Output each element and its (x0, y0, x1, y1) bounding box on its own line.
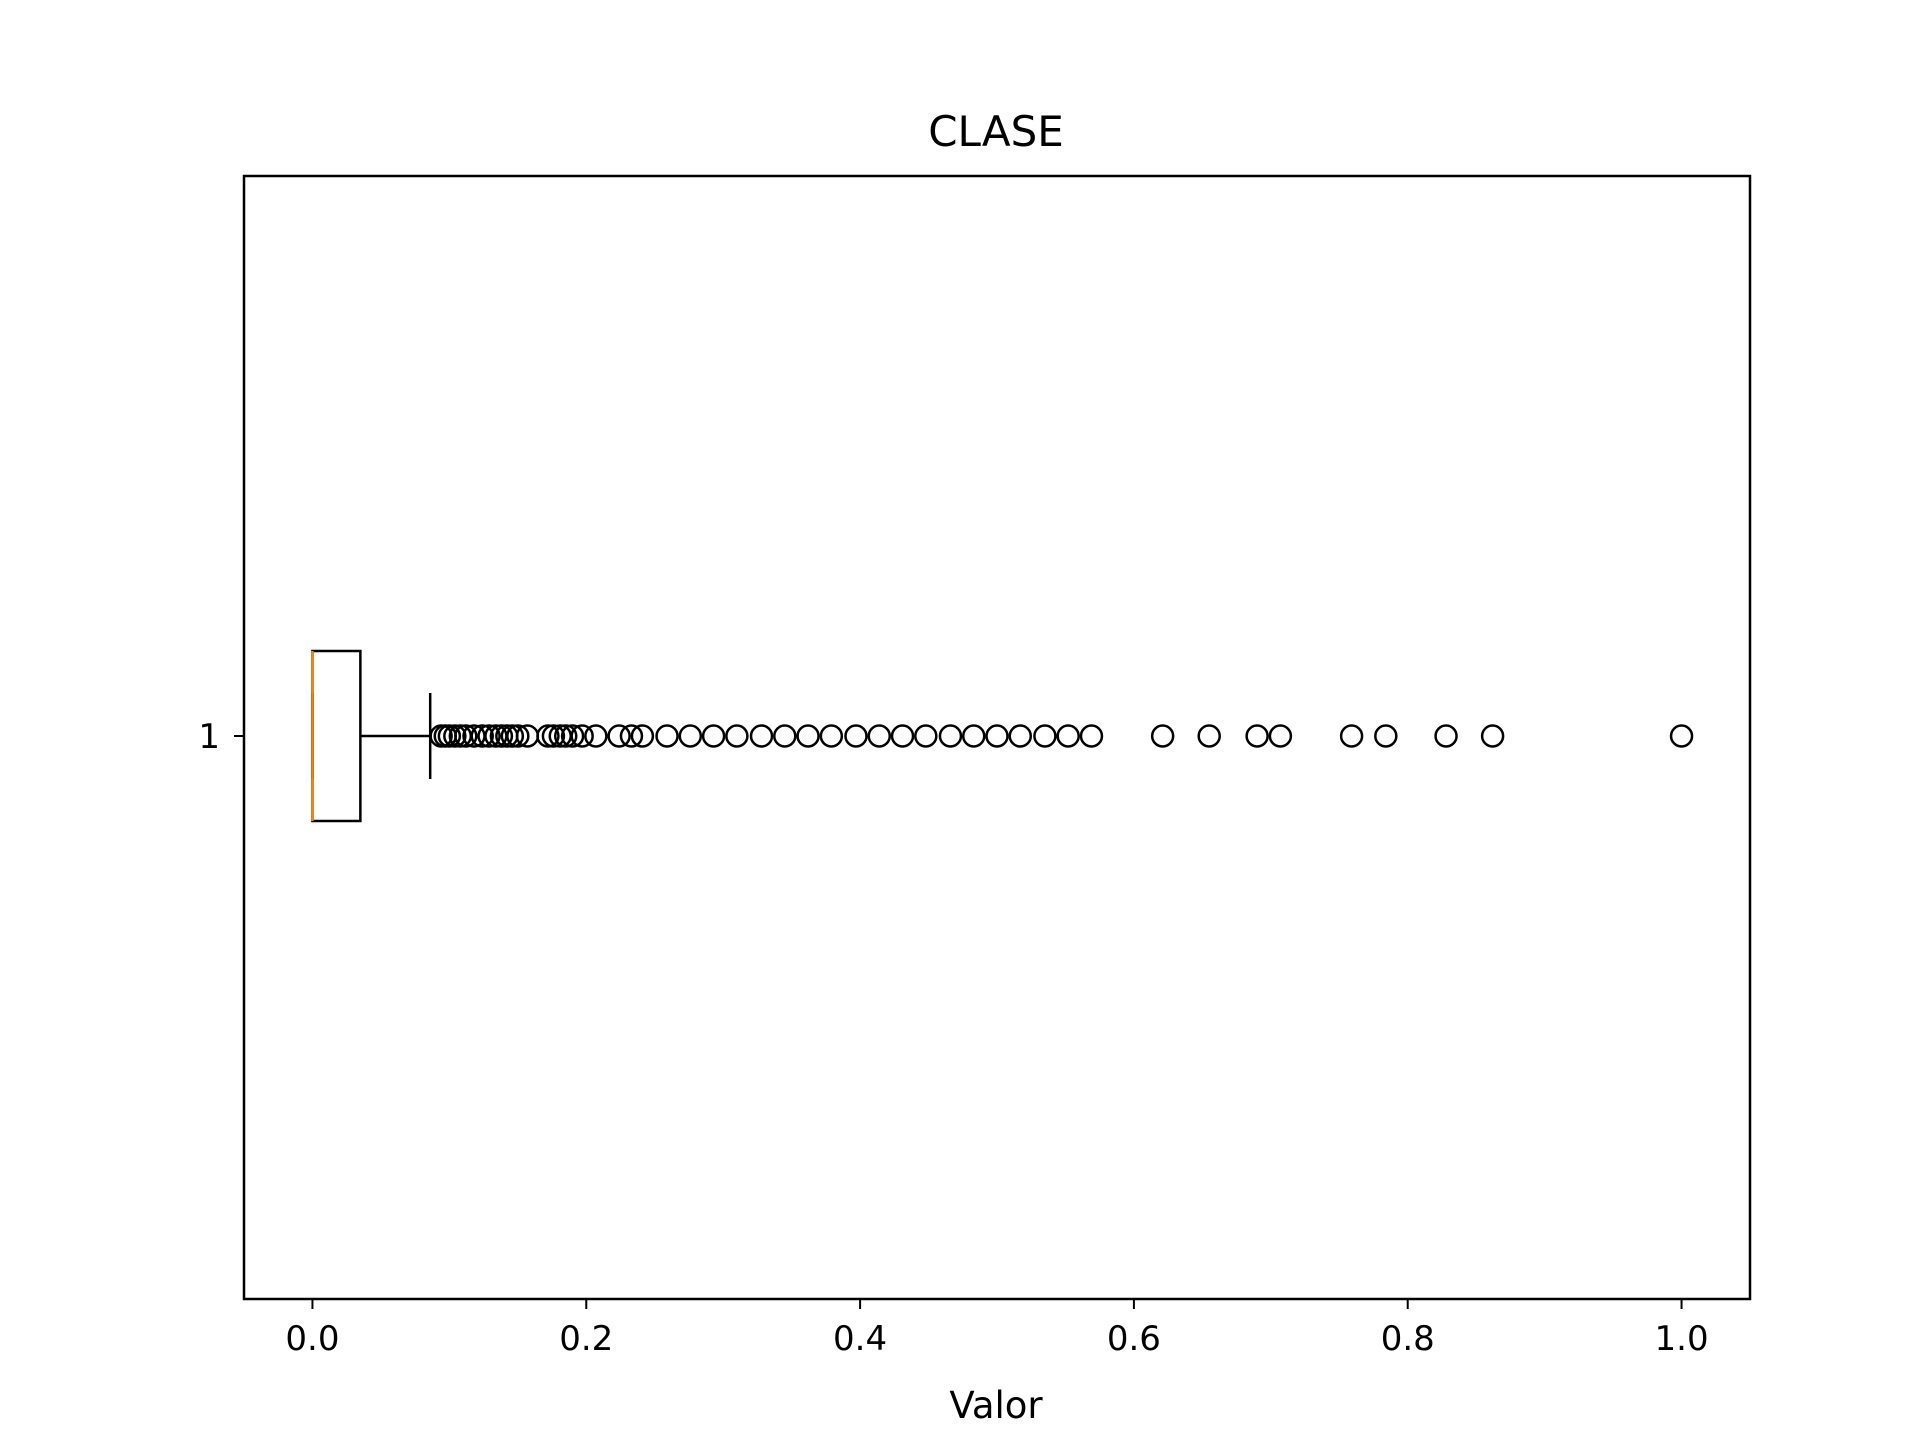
outlier-point (655, 724, 679, 748)
outlier-point (1268, 724, 1293, 748)
outlier-point (1056, 724, 1080, 748)
outlier-point (1033, 724, 1057, 748)
outlier-point (914, 724, 938, 748)
outlier-point (541, 724, 566, 748)
outlier-point (1245, 724, 1269, 748)
outlier-point (506, 724, 530, 748)
outlier-point (1150, 724, 1175, 748)
plot-area: 0.0 0.2 0.4 0.6 0.8 1.0 1 (198, 174, 1752, 1359)
outlier-point (985, 724, 1009, 748)
outlier-point (607, 724, 631, 748)
outlier-point (961, 724, 986, 748)
outlier-point (938, 724, 963, 748)
outlier-point (477, 724, 501, 748)
outlier-point (678, 724, 703, 748)
outlier-point (844, 724, 868, 748)
x-tick-label: 0.6 (1107, 1319, 1161, 1359)
outlier-point (725, 724, 749, 748)
outlier-point (443, 724, 467, 748)
outlier-point (630, 724, 655, 748)
outlier-point (1079, 724, 1104, 748)
outlier-point (536, 724, 560, 748)
outlier-point (749, 724, 774, 748)
x-tick-label: 0.2 (559, 1319, 613, 1359)
outlier-point (500, 724, 525, 748)
x-axis-label: Valor (949, 1384, 1043, 1427)
outlier-point (470, 724, 494, 748)
outlier-point (570, 724, 594, 748)
outlier-point (1008, 724, 1033, 748)
outlier-point (1434, 724, 1458, 748)
outlier-point (1480, 724, 1505, 748)
outlier-point (560, 724, 585, 748)
outlier-point (553, 724, 578, 748)
outlier-point (454, 724, 478, 748)
outlier-point (489, 724, 514, 748)
outlier-point (773, 724, 797, 748)
outlier-point (819, 724, 844, 748)
outlier-point (701, 724, 726, 748)
outlier-point (1669, 724, 1694, 748)
x-tick-label: 0.8 (1381, 1319, 1435, 1359)
chart-title: CLASE (928, 107, 1064, 156)
x-tick-label: 0.0 (285, 1319, 339, 1359)
outlier-point (584, 724, 608, 748)
outlier-point (1374, 724, 1398, 748)
x-tick-label: 1.0 (1655, 1319, 1709, 1359)
outlier-point (1197, 724, 1221, 748)
outlier-point (437, 724, 462, 748)
outlier-point (796, 724, 820, 748)
iqr-box (311, 649, 362, 823)
y-tick-label: 1 (198, 717, 220, 757)
outlier-point (890, 724, 915, 748)
outlier-point (867, 724, 892, 748)
outlier-point (1339, 724, 1364, 748)
x-tick-label: 0.4 (833, 1319, 887, 1359)
axes-frame (242, 174, 1752, 1301)
outlier-point (619, 724, 644, 748)
